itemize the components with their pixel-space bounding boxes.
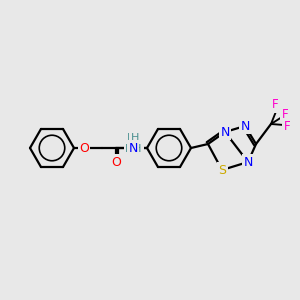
- Text: N: N: [128, 142, 138, 154]
- Text: O: O: [111, 155, 121, 169]
- Text: N: N: [243, 155, 253, 169]
- Text: S: S: [218, 164, 226, 176]
- Text: H: H: [127, 133, 135, 143]
- Text: O: O: [79, 142, 89, 154]
- Text: N: N: [240, 119, 250, 133]
- Text: NH: NH: [125, 142, 143, 154]
- Text: N: N: [220, 125, 230, 139]
- Text: H: H: [131, 133, 139, 143]
- Text: F: F: [282, 109, 288, 122]
- Text: F: F: [284, 121, 290, 134]
- Text: F: F: [272, 98, 278, 112]
